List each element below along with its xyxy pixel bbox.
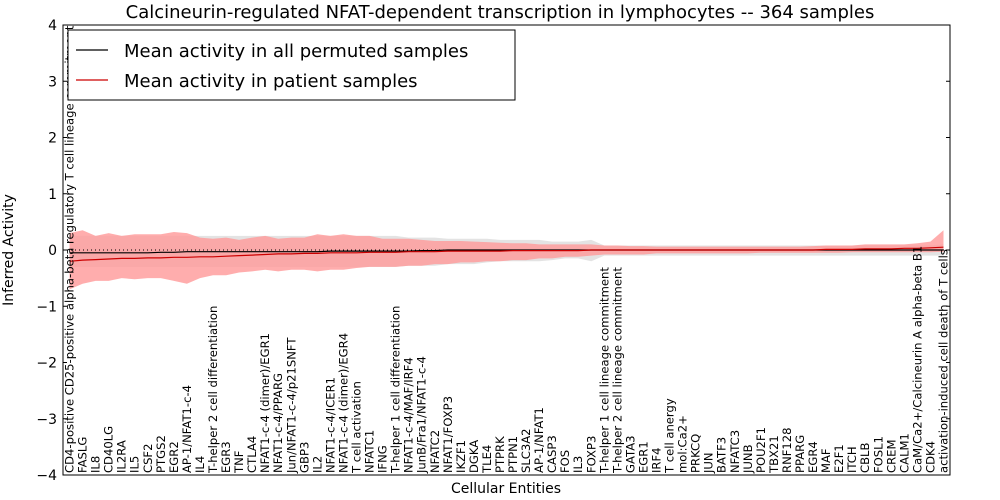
y-tick-label: −3: [36, 412, 57, 428]
y-tick-label: 4: [48, 18, 57, 34]
category-label: IL8: [89, 456, 103, 473]
category-label: TBX21: [767, 435, 781, 474]
category-label: SLC3A2: [519, 428, 533, 473]
category-label: PTGS2: [154, 435, 168, 473]
category-label: NFAT1-c-4 (dimer)/EGR1: [258, 333, 272, 473]
category-label: NFAT1/FOXP3: [441, 396, 455, 473]
category-label: GATA3: [623, 435, 637, 473]
y-tick-label: 2: [48, 131, 57, 147]
category-label: T-helper 1 cell lineage commitment: [597, 267, 611, 474]
category-label: NFATC3: [728, 430, 742, 473]
category-label: EGR2: [167, 441, 181, 473]
category-label: PTPN1: [506, 436, 520, 473]
category-label: JUNB: [741, 444, 755, 474]
category-label: IL5: [128, 456, 142, 473]
category-label: IFNG: [376, 445, 390, 473]
category-label: TNF: [232, 451, 246, 474]
category-label: AP-1/NFAT1: [532, 407, 546, 473]
category-label: PRKCQ: [689, 434, 703, 473]
category-label: NFATC2: [428, 430, 442, 473]
series-lines: [63, 246, 950, 262]
category-label: IKZF1: [454, 440, 468, 473]
y-tick-label: −2: [36, 356, 57, 372]
category-label: EGR1: [637, 441, 651, 473]
category-label: GBP3: [297, 442, 311, 473]
legend-label-patient: Mean activity in patient samples: [124, 71, 418, 92]
category-label: JUN: [702, 452, 716, 474]
category-label: IL2: [310, 456, 324, 473]
category-label: CSF2: [141, 444, 155, 474]
category-label: FOS: [558, 450, 572, 473]
category-label: FOXP3: [584, 436, 598, 473]
category-label: IRF4: [650, 447, 664, 473]
category-label: PTPRK: [493, 436, 507, 473]
category-label: CALM1: [897, 433, 911, 473]
category-label: activation-induced cell death of T cells: [937, 249, 951, 473]
y-axis-label: Inferred Activity: [1, 194, 17, 306]
category-label: CREM: [884, 440, 898, 473]
category-label: FASLG: [76, 437, 90, 473]
category-label: MAF: [819, 448, 833, 473]
category-label: NFAT1-c-4/MAF/IRF4: [402, 357, 416, 473]
y-tick-label: 3: [48, 74, 57, 90]
y-tick-label: 1: [48, 187, 57, 203]
category-label: CBLB: [858, 442, 872, 473]
category-label: CD40LG: [102, 426, 116, 473]
category-label: mol:Ca2+: [676, 415, 690, 473]
category-label: AP-1/NFAT1-c-4: [180, 385, 194, 473]
chart-title: Calcineurin-regulated NFAT-dependent tra…: [126, 2, 875, 23]
category-label: JunB/Fra1/NFAT1-c-4: [415, 356, 429, 474]
category-label: T cell anergy: [663, 398, 677, 474]
y-tick-label: 0: [48, 243, 57, 259]
category-label: EGR4: [806, 441, 820, 473]
category-label: T-helper 1 cell differentiation: [389, 306, 403, 474]
category-label: PPARG: [793, 435, 807, 473]
category-label: CDK4: [923, 441, 937, 473]
category-label: IL4: [193, 456, 207, 473]
y-axis-ticks: −4 −3 −2 −1 0 1 2 3 4: [36, 18, 950, 484]
category-label: ITCH: [845, 446, 859, 473]
category-label: TLE4: [480, 445, 494, 474]
patient-band: [69, 230, 944, 290]
category-label: T cell activation: [350, 381, 364, 474]
category-label: IL3: [571, 456, 585, 473]
category-label: CASP3: [545, 435, 559, 473]
x-axis-label: Cellular Entities: [451, 481, 561, 497]
category-label: BATF3: [715, 437, 729, 473]
legend-box: [67, 29, 516, 101]
category-label: POU2F1: [754, 427, 768, 473]
category-label: RNF128: [780, 427, 794, 473]
category-label: CaM/Ca2+/Calcineurin A alpha-beta B1: [910, 246, 924, 473]
legend-label-permuted: Mean activity in all permuted samples: [124, 41, 468, 62]
category-label: CTLA4: [245, 436, 259, 473]
category-label: NFAT1-c-4/ICER1: [323, 377, 337, 473]
category-label: NFAT1-c-4 (dimer)/EGR4: [336, 333, 350, 473]
category-label: IL2RA: [115, 440, 129, 473]
category-label: NFAT1-c-4/PPARG: [271, 373, 285, 473]
category-labels: CD4-positive CD25-positive alpha-beta re…: [63, 25, 951, 474]
y-tick-label: −1: [36, 299, 57, 315]
category-label: EGR3: [219, 441, 233, 473]
legend: Mean activity in all permuted samples Me…: [67, 29, 516, 101]
category-label: E2F1: [832, 444, 846, 473]
category-label: NFATC1: [363, 430, 377, 473]
category-label: Jun/NFAT1-c-4/p21SNFT: [284, 337, 298, 474]
category-label: DGKA: [467, 440, 481, 473]
plot-frame: [62, 24, 951, 476]
y-tick-label: −4: [36, 468, 57, 484]
category-label: T-helper 2 cell lineage commitment: [610, 267, 624, 474]
category-label: T-helper 2 cell differentiation: [206, 306, 220, 474]
patient-series-line: [69, 246, 944, 262]
category-label: FOSL1: [871, 436, 885, 473]
